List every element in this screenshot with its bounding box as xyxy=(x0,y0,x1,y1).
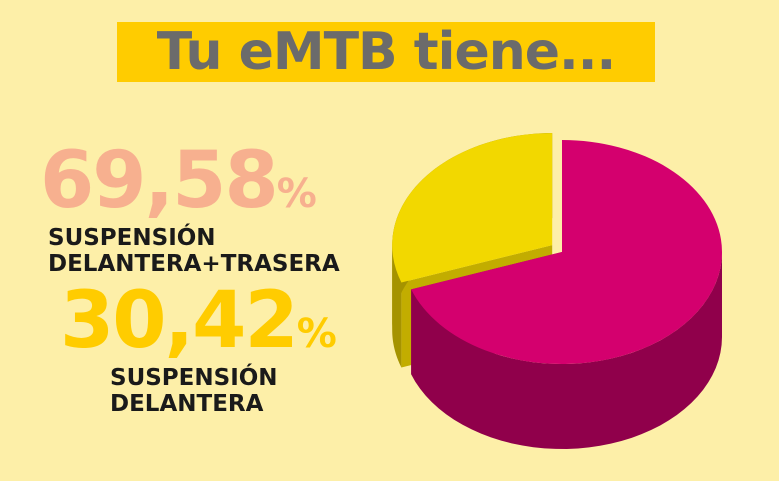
slice-side xyxy=(411,252,722,449)
chart-title: Tu eMTB tiene... xyxy=(117,22,655,82)
value-label: 69,58% xyxy=(40,136,317,226)
pie-slice xyxy=(392,133,553,283)
pie-slice xyxy=(411,140,722,364)
value-label: 30,42% xyxy=(60,276,337,366)
legend-label: SUSPENSIÓN DELANTERA xyxy=(110,365,278,417)
legend-label: SUSPENSIÓN DELANTERA+TRASERA xyxy=(48,225,340,277)
